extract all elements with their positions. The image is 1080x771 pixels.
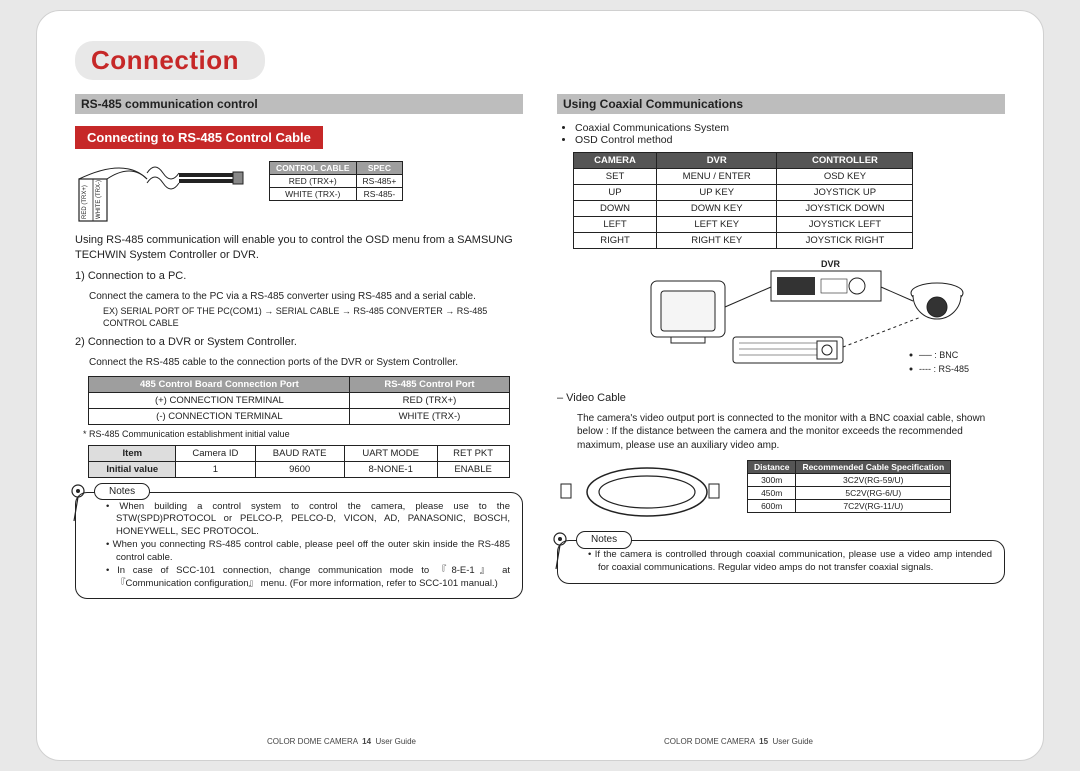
step1-example: EX) SERIAL PORT OF THE PC(COM1) → SERIAL… — [103, 305, 523, 329]
table-cell: JOYSTICK DOWN — [777, 201, 913, 217]
table-header: Distance — [748, 461, 796, 474]
table-header: CONTROLLER — [777, 153, 913, 169]
table-header: Item — [89, 445, 176, 461]
table-cell: DOWN — [574, 201, 657, 217]
table-cell: LEFT — [574, 217, 657, 233]
table-cell: UP — [574, 185, 657, 201]
table-cell: 5C2V(RG-6/U) — [796, 487, 951, 500]
two-column-layout: RS-485 communication control Connecting … — [75, 88, 1005, 599]
step1-body: Connect the camera to the PC via a RS-48… — [89, 290, 523, 304]
note-item: • When you connecting RS-485 control cab… — [116, 539, 510, 565]
table-cell: (-) CONNECTION TERMINAL — [89, 408, 350, 424]
table-cell: RED (TRX+) — [270, 175, 357, 188]
notes-box-left: Notes • When building a control system t… — [75, 492, 523, 600]
notes-box-right: Notes • If the camera is controlled thro… — [557, 540, 1005, 584]
table-header: Camera ID — [176, 445, 255, 461]
table-header: SPEC — [356, 162, 403, 175]
table-cell: 300m — [748, 474, 796, 487]
table-cell: JOYSTICK LEFT — [777, 217, 913, 233]
note-item: • In case of SCC-101 connection, change … — [116, 565, 510, 591]
table-cell: RS-485- — [356, 188, 403, 201]
svg-text:DVR: DVR — [821, 259, 841, 269]
table-cell: RIGHT KEY — [657, 233, 777, 249]
table-header: BAUD RATE — [255, 445, 344, 461]
intro-paragraph: Using RS-485 communication will enable y… — [75, 233, 523, 263]
section-heading-coax: Using Coaxial Communications — [557, 94, 1005, 114]
table-cell: ENABLE — [437, 461, 509, 477]
table-cell: WHITE (TRX-) — [270, 188, 357, 201]
bullet-item: Coaxial Communications System — [575, 122, 1005, 134]
footer-left: COLOR DOME CAMERA 14 User Guide — [267, 737, 416, 746]
page-title-pill: Connection — [75, 41, 265, 80]
table-header: CAMERA — [574, 153, 657, 169]
note-item: • When building a control system to cont… — [116, 501, 510, 539]
table-cell: 7C2V(RG-11/U) — [796, 500, 951, 513]
bullet-item: OSD Control method — [575, 134, 1005, 146]
left-column: RS-485 communication control Connecting … — [75, 88, 523, 599]
rs485-cable-diagram: RED (TRX+) WHITE (TRX-) — [75, 161, 245, 225]
table-cell: 1 — [176, 461, 255, 477]
table-cell: 8-NONE-1 — [344, 461, 437, 477]
init-note: * RS-485 Communication establishment ini… — [83, 429, 523, 439]
init-value-table: Item Camera ID BAUD RATE UART MODE RET P… — [88, 445, 509, 478]
system-diagram: DVR — [557, 255, 1005, 385]
table-cell: 450m — [748, 487, 796, 500]
table-cell: RS-485+ — [356, 175, 403, 188]
table-cell: SET — [574, 169, 657, 185]
port-table: 485 Control Board Connection Port RS-485… — [88, 376, 509, 425]
notes-pin-icon — [542, 529, 572, 573]
table-cell: JOYSTICK UP — [777, 185, 913, 201]
table-header: Recommended Cable Specification — [796, 461, 951, 474]
table-cell: 600m — [748, 500, 796, 513]
table-header: RET PKT — [437, 445, 509, 461]
note-item: • If the camera is controlled through co… — [598, 549, 992, 575]
svg-text:---- : RS-485: ---- : RS-485 — [919, 364, 969, 374]
footer-right: COLOR DOME CAMERA 15 User Guide — [664, 737, 813, 746]
notes-label: Notes — [94, 483, 150, 501]
table-header: CONTROL CABLE — [270, 162, 357, 175]
table-cell: MENU / ENTER — [657, 169, 777, 185]
coax-bullet-list: Coaxial Communications System OSD Contro… — [563, 122, 1005, 146]
distance-table: Distance Recommended Cable Specification… — [747, 460, 951, 513]
notes-label: Notes — [576, 531, 632, 549]
table-cell: WHITE (TRX-) — [350, 408, 509, 424]
table-cell: OSD KEY — [777, 169, 913, 185]
table-header: RS-485 Control Port — [350, 376, 509, 392]
page: Connection RS-485 communication control … — [36, 10, 1044, 761]
right-column: Using Coaxial Communications Coaxial Com… — [557, 88, 1005, 599]
table-cell: (+) CONNECTION TERMINAL — [89, 392, 350, 408]
section-heading-rs485: RS-485 communication control — [75, 94, 523, 114]
step2-body: Connect the RS-485 cable to the connecti… — [89, 356, 523, 370]
table-header: UART MODE — [344, 445, 437, 461]
coax-cable-diagram — [557, 456, 727, 526]
table-cell: LEFT KEY — [657, 217, 777, 233]
step1-title: 1) Connection to a PC. — [75, 269, 523, 284]
subsection-banner: Connecting to RS-485 Control Cable — [75, 126, 323, 149]
notes-pin-icon — [60, 481, 90, 525]
table-cell: 3C2V(RG-59/U) — [796, 474, 951, 487]
svg-text:WHITE (TRX-): WHITE (TRX-) — [96, 180, 102, 219]
page-title: Connection — [91, 45, 239, 75]
video-cable-body: The camera's video output port is connec… — [577, 412, 1005, 453]
step2-title: 2) Connection to a DVR or System Control… — [75, 335, 523, 350]
table-row-label: Initial value — [89, 461, 176, 477]
table-header: DVR — [657, 153, 777, 169]
camera-dvr-controller-table: CAMERA DVR CONTROLLER SETMENU / ENTEROSD… — [573, 152, 913, 249]
table-cell: RIGHT — [574, 233, 657, 249]
svg-text:── : BNC: ── : BNC — [918, 350, 959, 360]
table-header: 485 Control Board Connection Port — [89, 376, 350, 392]
table-cell: UP KEY — [657, 185, 777, 201]
control-cable-table: CONTROL CABLE SPEC RED (TRX+) RS-485+ WH… — [269, 161, 403, 201]
table-cell: 9600 — [255, 461, 344, 477]
video-cable-title: – Video Cable — [557, 391, 1005, 406]
cable-diagram-row: RED (TRX+) WHITE (TRX-) CONTROL CABLE SP… — [75, 161, 523, 225]
table-cell: DOWN KEY — [657, 201, 777, 217]
svg-text:RED (TRX+): RED (TRX+) — [82, 185, 88, 219]
table-cell: RED (TRX+) — [350, 392, 509, 408]
table-cell: JOYSTICK RIGHT — [777, 233, 913, 249]
